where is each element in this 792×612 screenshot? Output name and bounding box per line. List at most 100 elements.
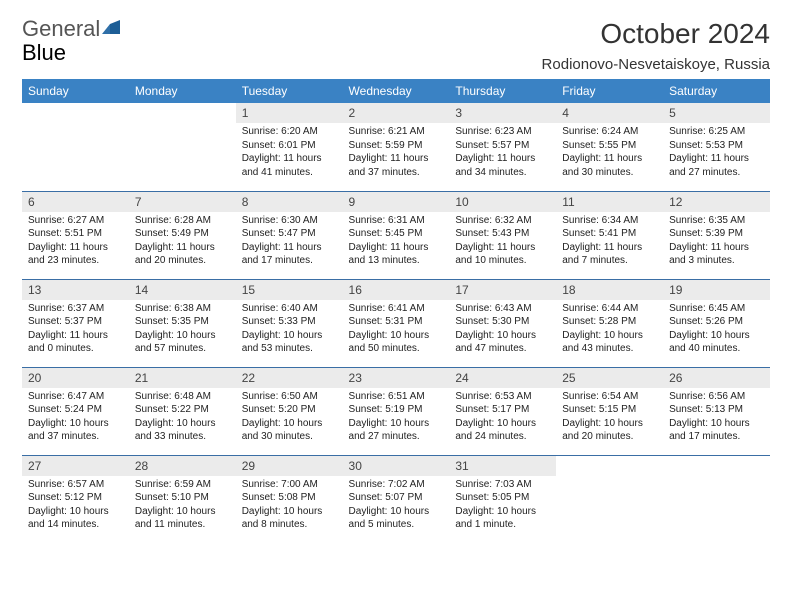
calendar-cell: 7Sunrise: 6:28 AMSunset: 5:49 PMDaylight… — [129, 191, 236, 279]
day-number: 14 — [129, 280, 236, 300]
day-details: Sunrise: 6:24 AMSunset: 5:55 PMDaylight:… — [556, 123, 663, 183]
calendar-cell: 23Sunrise: 6:51 AMSunset: 5:19 PMDayligh… — [343, 367, 450, 455]
calendar-cell: 29Sunrise: 7:00 AMSunset: 5:08 PMDayligh… — [236, 455, 343, 543]
day-number: 7 — [129, 192, 236, 212]
logo-text-1: General — [22, 18, 100, 40]
day-details: Sunrise: 6:59 AMSunset: 5:10 PMDaylight:… — [129, 476, 236, 536]
day-number: 15 — [236, 280, 343, 300]
day-number: 24 — [449, 368, 556, 388]
day-number: 17 — [449, 280, 556, 300]
day-number: 31 — [449, 456, 556, 476]
calendar-week: 1Sunrise: 6:20 AMSunset: 6:01 PMDaylight… — [22, 103, 770, 191]
day-details: Sunrise: 6:56 AMSunset: 5:13 PMDaylight:… — [663, 388, 770, 448]
day-number: 30 — [343, 456, 450, 476]
dayname-wednesday: Wednesday — [343, 79, 450, 103]
dayname-tuesday: Tuesday — [236, 79, 343, 103]
day-number: 5 — [663, 103, 770, 123]
day-number: 26 — [663, 368, 770, 388]
title-block: October 2024 Rodionovo-Nesvetaiskoye, Ru… — [542, 18, 770, 73]
calendar-cell: 25Sunrise: 6:54 AMSunset: 5:15 PMDayligh… — [556, 367, 663, 455]
day-details: Sunrise: 6:53 AMSunset: 5:17 PMDaylight:… — [449, 388, 556, 448]
calendar-head: SundayMondayTuesdayWednesdayThursdayFrid… — [22, 79, 770, 103]
day-details: Sunrise: 6:37 AMSunset: 5:37 PMDaylight:… — [22, 300, 129, 360]
calendar-cell: 11Sunrise: 6:34 AMSunset: 5:41 PMDayligh… — [556, 191, 663, 279]
calendar-cell: 10Sunrise: 6:32 AMSunset: 5:43 PMDayligh… — [449, 191, 556, 279]
day-details: Sunrise: 6:28 AMSunset: 5:49 PMDaylight:… — [129, 212, 236, 272]
day-details: Sunrise: 6:43 AMSunset: 5:30 PMDaylight:… — [449, 300, 556, 360]
dayname-sunday: Sunday — [22, 79, 129, 103]
day-details: Sunrise: 6:57 AMSunset: 5:12 PMDaylight:… — [22, 476, 129, 536]
calendar-cell: 24Sunrise: 6:53 AMSunset: 5:17 PMDayligh… — [449, 367, 556, 455]
day-details: Sunrise: 6:38 AMSunset: 5:35 PMDaylight:… — [129, 300, 236, 360]
calendar-cell: 12Sunrise: 6:35 AMSunset: 5:39 PMDayligh… — [663, 191, 770, 279]
page-title: October 2024 — [542, 18, 770, 50]
calendar-week: 13Sunrise: 6:37 AMSunset: 5:37 PMDayligh… — [22, 279, 770, 367]
calendar-cell: 31Sunrise: 7:03 AMSunset: 5:05 PMDayligh… — [449, 455, 556, 543]
location-subtitle: Rodionovo-Nesvetaiskoye, Russia — [542, 56, 770, 73]
day-number: 2 — [343, 103, 450, 123]
calendar-cell: 28Sunrise: 6:59 AMSunset: 5:10 PMDayligh… — [129, 455, 236, 543]
day-details: Sunrise: 7:00 AMSunset: 5:08 PMDaylight:… — [236, 476, 343, 536]
day-details: Sunrise: 6:41 AMSunset: 5:31 PMDaylight:… — [343, 300, 450, 360]
calendar-body: 1Sunrise: 6:20 AMSunset: 6:01 PMDaylight… — [22, 103, 770, 543]
day-details: Sunrise: 6:23 AMSunset: 5:57 PMDaylight:… — [449, 123, 556, 183]
calendar-week: 27Sunrise: 6:57 AMSunset: 5:12 PMDayligh… — [22, 455, 770, 543]
day-details: Sunrise: 6:50 AMSunset: 5:20 PMDaylight:… — [236, 388, 343, 448]
dayname-friday: Friday — [556, 79, 663, 103]
day-number: 11 — [556, 192, 663, 212]
day-details: Sunrise: 6:35 AMSunset: 5:39 PMDaylight:… — [663, 212, 770, 272]
dayname-thursday: Thursday — [449, 79, 556, 103]
calendar-cell: 30Sunrise: 7:02 AMSunset: 5:07 PMDayligh… — [343, 455, 450, 543]
day-number: 9 — [343, 192, 450, 212]
day-details: Sunrise: 6:20 AMSunset: 6:01 PMDaylight:… — [236, 123, 343, 183]
logo-mark-icon — [102, 18, 122, 40]
day-details: Sunrise: 6:30 AMSunset: 5:47 PMDaylight:… — [236, 212, 343, 272]
day-number: 22 — [236, 368, 343, 388]
day-number: 1 — [236, 103, 343, 123]
day-number: 20 — [22, 368, 129, 388]
calendar-table: SundayMondayTuesdayWednesdayThursdayFrid… — [22, 79, 770, 543]
day-number: 10 — [449, 192, 556, 212]
day-number: 18 — [556, 280, 663, 300]
day-number: 8 — [236, 192, 343, 212]
calendar-cell: 9Sunrise: 6:31 AMSunset: 5:45 PMDaylight… — [343, 191, 450, 279]
day-details: Sunrise: 6:32 AMSunset: 5:43 PMDaylight:… — [449, 212, 556, 272]
day-number: 29 — [236, 456, 343, 476]
day-details: Sunrise: 6:40 AMSunset: 5:33 PMDaylight:… — [236, 300, 343, 360]
day-number: 23 — [343, 368, 450, 388]
calendar-cell: 13Sunrise: 6:37 AMSunset: 5:37 PMDayligh… — [22, 279, 129, 367]
calendar-cell: 15Sunrise: 6:40 AMSunset: 5:33 PMDayligh… — [236, 279, 343, 367]
day-details: Sunrise: 6:25 AMSunset: 5:53 PMDaylight:… — [663, 123, 770, 183]
calendar-week: 6Sunrise: 6:27 AMSunset: 5:51 PMDaylight… — [22, 191, 770, 279]
calendar-cell — [129, 103, 236, 191]
day-number: 16 — [343, 280, 450, 300]
day-number: 19 — [663, 280, 770, 300]
day-number: 28 — [129, 456, 236, 476]
day-details: Sunrise: 6:34 AMSunset: 5:41 PMDaylight:… — [556, 212, 663, 272]
calendar-cell: 26Sunrise: 6:56 AMSunset: 5:13 PMDayligh… — [663, 367, 770, 455]
day-details: Sunrise: 6:27 AMSunset: 5:51 PMDaylight:… — [22, 212, 129, 272]
calendar-cell — [22, 103, 129, 191]
day-number: 13 — [22, 280, 129, 300]
day-details: Sunrise: 6:48 AMSunset: 5:22 PMDaylight:… — [129, 388, 236, 448]
calendar-cell: 22Sunrise: 6:50 AMSunset: 5:20 PMDayligh… — [236, 367, 343, 455]
day-number: 21 — [129, 368, 236, 388]
calendar-cell: 16Sunrise: 6:41 AMSunset: 5:31 PMDayligh… — [343, 279, 450, 367]
calendar-cell: 1Sunrise: 6:20 AMSunset: 6:01 PMDaylight… — [236, 103, 343, 191]
day-details: Sunrise: 7:03 AMSunset: 5:05 PMDaylight:… — [449, 476, 556, 536]
calendar-cell — [556, 455, 663, 543]
day-details: Sunrise: 7:02 AMSunset: 5:07 PMDaylight:… — [343, 476, 450, 536]
page: General October 2024 Rodionovo-Nesvetais… — [0, 0, 792, 612]
calendar-cell: 19Sunrise: 6:45 AMSunset: 5:26 PMDayligh… — [663, 279, 770, 367]
day-details: Sunrise: 6:54 AMSunset: 5:15 PMDaylight:… — [556, 388, 663, 448]
logo-line2: Blue — [22, 40, 66, 66]
day-details: Sunrise: 6:44 AMSunset: 5:28 PMDaylight:… — [556, 300, 663, 360]
day-number: 12 — [663, 192, 770, 212]
header: General October 2024 Rodionovo-Nesvetais… — [22, 18, 770, 73]
calendar-cell: 8Sunrise: 6:30 AMSunset: 5:47 PMDaylight… — [236, 191, 343, 279]
day-number: 4 — [556, 103, 663, 123]
calendar-cell: 4Sunrise: 6:24 AMSunset: 5:55 PMDaylight… — [556, 103, 663, 191]
day-details: Sunrise: 6:21 AMSunset: 5:59 PMDaylight:… — [343, 123, 450, 183]
calendar-week: 20Sunrise: 6:47 AMSunset: 5:24 PMDayligh… — [22, 367, 770, 455]
calendar-cell: 6Sunrise: 6:27 AMSunset: 5:51 PMDaylight… — [22, 191, 129, 279]
